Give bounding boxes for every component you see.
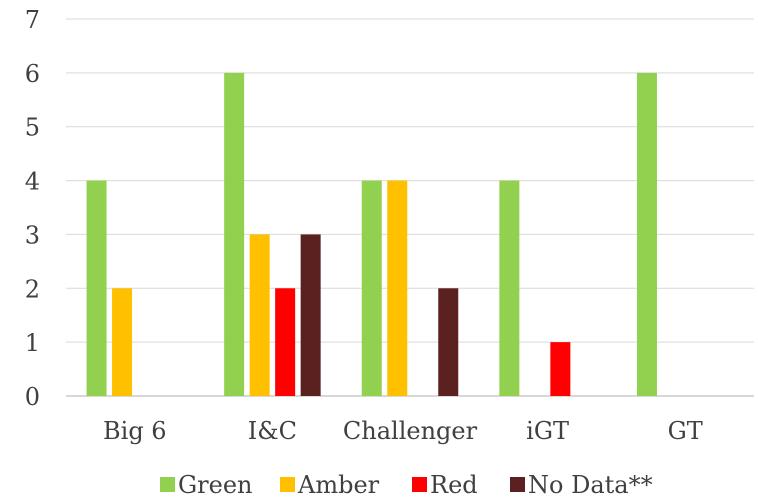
- y-tick-label: 1: [25, 329, 40, 357]
- y-tick-label: 0: [25, 383, 40, 411]
- x-tick-label: iGT: [526, 417, 569, 445]
- bar-green-big-6: [86, 180, 107, 396]
- y-axis-ticks: 0 1 2 3 4 5 6 7: [25, 6, 40, 411]
- bar-amber-challenger: [387, 180, 408, 396]
- legend-swatch: [160, 477, 175, 492]
- bar-green-igt: [499, 180, 520, 396]
- y-tick-label: 7: [25, 6, 40, 34]
- bar-green-i-c: [224, 72, 245, 396]
- bar-no-data-i-c: [300, 234, 321, 396]
- bar-amber-i-c: [249, 234, 270, 396]
- x-axis-ticks: Big 6 I&C Challenger iGT GT: [103, 417, 703, 445]
- legend-swatch: [280, 477, 295, 492]
- legend-item-amber: Amber: [280, 471, 380, 498]
- legend-label: Green: [178, 471, 253, 498]
- x-tick-label: GT: [668, 417, 703, 445]
- legend-label: Red: [430, 471, 478, 498]
- legend-item-no-data: No Data**: [510, 471, 653, 498]
- bar-amber-big-6: [112, 288, 133, 396]
- y-tick-label: 6: [25, 60, 40, 88]
- legend-swatch: [510, 477, 525, 492]
- x-tick-label: I&C: [248, 417, 297, 445]
- legend-label: No Data**: [528, 471, 653, 498]
- y-tick-label: 3: [25, 221, 40, 249]
- bar-red-igt: [550, 342, 571, 396]
- y-tick-label: 5: [25, 114, 40, 142]
- legend-label: Amber: [297, 471, 380, 498]
- bar-green-gt: [636, 72, 657, 396]
- legend-swatch: [412, 477, 427, 492]
- legend: Green Amber Red No Data**: [160, 471, 653, 498]
- x-tick-label: Big 6: [103, 417, 167, 445]
- bar-red-i-c: [275, 288, 296, 396]
- bars: [86, 72, 657, 396]
- bar-green-challenger: [361, 180, 382, 396]
- legend-item-red: Red: [412, 471, 478, 498]
- bar-no-data-challenger: [438, 288, 459, 396]
- y-tick-label: 2: [25, 275, 40, 303]
- y-tick-label: 4: [25, 168, 40, 196]
- legend-item-green: Green: [160, 471, 253, 498]
- x-tick-label: Challenger: [343, 417, 478, 445]
